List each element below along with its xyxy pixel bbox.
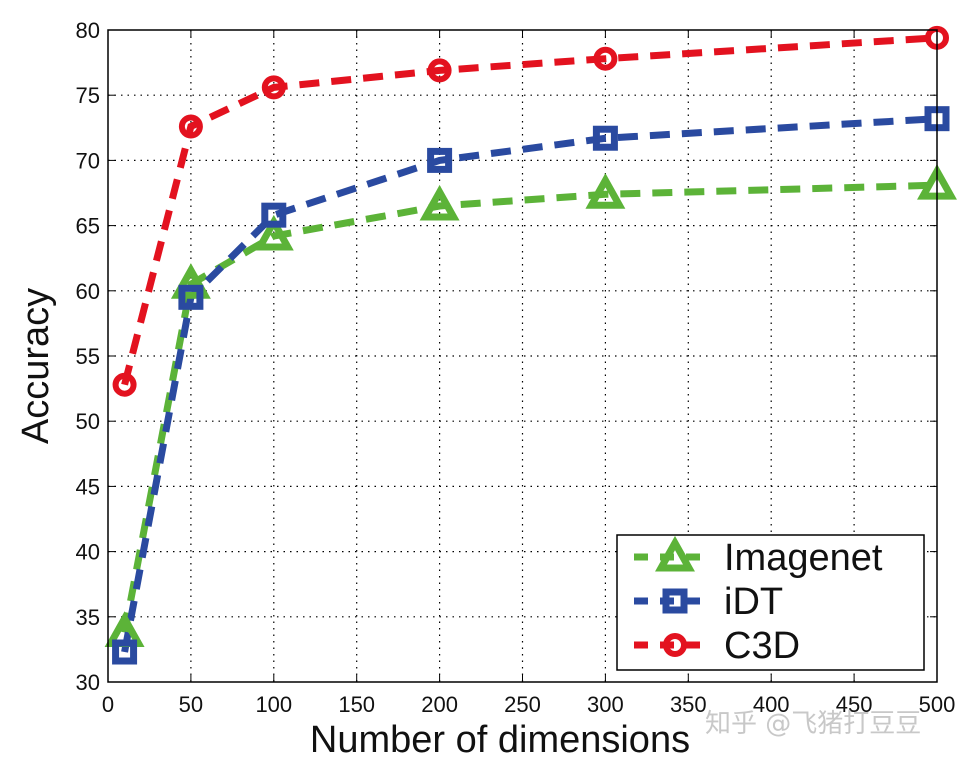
square-marker: [112, 639, 138, 665]
circle-marker: [112, 372, 137, 397]
x-tick-label: 150: [338, 692, 375, 717]
y-axis-tick-labels: 30 35 40 45 50 55 60 65 70 75 80: [76, 18, 100, 695]
series-lines: [121, 34, 938, 653]
watermark: 知乎 @飞猪打豆豆: [705, 709, 921, 739]
x-axis-tick-labels: 0 50 100 150 200 250 300 350 400 450 500: [102, 692, 955, 717]
legend-label: C3D: [724, 625, 800, 667]
y-tick-label: 30: [76, 670, 100, 695]
x-tick-label: 450: [836, 692, 873, 717]
legend-item-idt: iDT: [634, 581, 783, 623]
x-tick-label: 50: [179, 692, 203, 717]
y-tick-label: 35: [76, 605, 100, 630]
y-tick-label: 45: [76, 474, 100, 499]
legend-item-imagenet: Imagenet: [634, 535, 883, 579]
y-tick-label: 65: [76, 214, 100, 239]
x-tick-label: 0: [102, 692, 114, 717]
circle-marker: [261, 75, 286, 100]
y-tick-label: 75: [76, 83, 100, 108]
y-axis-label: Accuracy: [15, 288, 57, 444]
circle-marker: [178, 114, 203, 139]
square-marker: [592, 125, 618, 151]
y-tick-label: 55: [76, 344, 100, 369]
x-tick-label: 100: [255, 692, 292, 717]
x-axis-label: Number of dimensions: [310, 719, 690, 761]
square-marker: [261, 202, 287, 228]
grid-lines: [108, 30, 937, 682]
axis-ticks: [107, 29, 938, 683]
y-tick-label: 50: [76, 409, 100, 434]
y-tick-label: 40: [76, 540, 100, 565]
triangle-icon: [655, 535, 695, 572]
x-tick-label: 200: [421, 692, 458, 717]
x-tick-label: 350: [670, 692, 707, 717]
circle-icon: [663, 633, 687, 657]
circle-marker: [427, 58, 452, 83]
legend-label: Imagenet: [724, 537, 883, 579]
circle-marker: [593, 46, 618, 71]
series-line-idt: [121, 115, 938, 653]
legend-label: iDT: [724, 581, 783, 623]
square-icon: [662, 588, 688, 614]
x-tick-label: 500: [919, 692, 956, 717]
x-tick-label: 250: [504, 692, 541, 717]
triangle-marker: [585, 173, 626, 209]
x-tick-label: 400: [753, 692, 790, 717]
series-line-c3d: [121, 34, 938, 386]
triangle-marker: [253, 214, 294, 251]
y-tick-label: 80: [76, 18, 100, 43]
y-tick-label: 70: [76, 148, 100, 173]
square-marker: [427, 147, 453, 173]
triangle-marker: [419, 184, 460, 221]
y-tick-label: 60: [76, 279, 100, 304]
legend-item-c3d: C3D: [634, 625, 800, 667]
x-tick-label: 300: [587, 692, 624, 717]
triangle-marker: [170, 263, 211, 299]
series-line-imagenet: [121, 181, 938, 634]
square-marker: [178, 284, 204, 310]
